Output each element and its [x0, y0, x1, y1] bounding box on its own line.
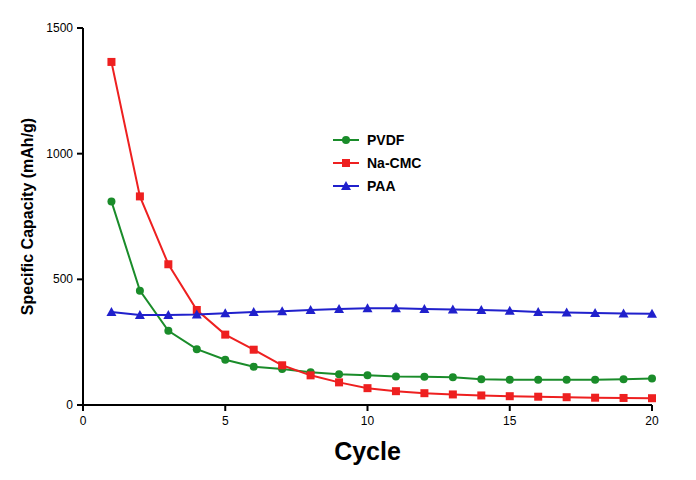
data-point	[620, 375, 628, 383]
data-point	[306, 305, 316, 314]
data-point	[364, 371, 372, 379]
data-point	[163, 310, 173, 319]
data-point	[476, 305, 486, 314]
x-tick-label: 5	[222, 414, 229, 428]
data-point	[647, 309, 657, 318]
data-point	[563, 393, 571, 401]
data-point	[449, 373, 457, 381]
y-tick	[77, 27, 83, 29]
x-tick-label: 0	[80, 414, 87, 428]
x-tick	[651, 405, 653, 411]
data-point	[620, 394, 628, 402]
x-tick-label: 20	[645, 414, 659, 428]
data-point	[107, 58, 115, 66]
y-tick-label: 500	[53, 272, 73, 286]
chart: 0 5 10 15 20 0 500 1000 1500 Cycle Specific Capaci…	[0, 0, 696, 480]
data-point	[164, 327, 172, 335]
data-point	[648, 394, 656, 402]
series-line	[111, 201, 652, 379]
x-tick	[224, 405, 226, 411]
data-point	[249, 307, 259, 316]
data-point	[591, 394, 599, 402]
y-tick-label: 1500	[46, 21, 73, 35]
data-point	[192, 310, 202, 319]
data-point	[307, 371, 315, 379]
data-point	[335, 378, 343, 386]
data-point	[250, 363, 258, 371]
legend-marker	[342, 159, 350, 167]
data-point	[364, 384, 372, 392]
data-point	[136, 287, 144, 295]
data-point	[107, 197, 115, 205]
y-tick	[77, 153, 83, 155]
data-point	[392, 387, 400, 395]
series-line	[111, 62, 652, 398]
x-tick-label: 10	[361, 414, 375, 428]
data-point	[136, 192, 144, 200]
data-point	[505, 306, 515, 315]
x-tick	[367, 405, 369, 411]
data-point	[590, 308, 600, 317]
data-point	[477, 391, 485, 399]
data-point	[477, 375, 485, 383]
y-tick	[77, 278, 83, 280]
data-point	[221, 331, 229, 339]
legend-label: PVDF	[367, 132, 405, 148]
data-point	[420, 389, 428, 397]
data-point	[363, 303, 373, 312]
data-point	[335, 370, 343, 378]
data-point	[334, 304, 344, 313]
data-point	[533, 307, 543, 316]
data-point	[135, 310, 145, 319]
legend-marker	[341, 181, 351, 190]
data-point	[164, 260, 172, 268]
data-point	[534, 393, 542, 401]
data-point	[448, 304, 458, 313]
data-point	[277, 306, 287, 315]
data-point	[619, 309, 629, 318]
data-point	[449, 390, 457, 398]
data-point	[278, 361, 286, 369]
data-point	[563, 376, 571, 384]
legend-label: Na-CMC	[367, 155, 421, 171]
data-point	[562, 308, 572, 317]
plot-area	[106, 58, 657, 402]
legend-marker	[342, 136, 350, 144]
data-point	[648, 375, 656, 383]
x-axis-label: Cycle	[334, 437, 401, 465]
data-point	[220, 308, 230, 317]
data-point	[420, 373, 428, 381]
data-point	[193, 345, 201, 353]
data-point	[419, 304, 429, 313]
data-point	[392, 373, 400, 381]
data-point	[534, 376, 542, 384]
data-point	[506, 392, 514, 400]
series-line	[111, 308, 652, 315]
data-point	[106, 307, 116, 316]
x-tick	[509, 405, 511, 411]
data-point	[506, 376, 514, 384]
y-axis	[82, 28, 84, 406]
data-point	[221, 356, 229, 364]
y-tick-label: 1000	[46, 147, 73, 161]
legend-label: PAA	[367, 178, 396, 194]
y-tick	[77, 404, 83, 406]
data-point	[391, 303, 401, 312]
x-tick-label: 15	[503, 414, 517, 428]
legend: PVDF Na-CMC PAA	[333, 132, 421, 194]
y-axis-label: Specific Capacity (mAh/g)	[19, 118, 36, 315]
data-point	[591, 376, 599, 384]
data-point	[250, 346, 258, 354]
y-tick-label: 0	[66, 398, 73, 412]
